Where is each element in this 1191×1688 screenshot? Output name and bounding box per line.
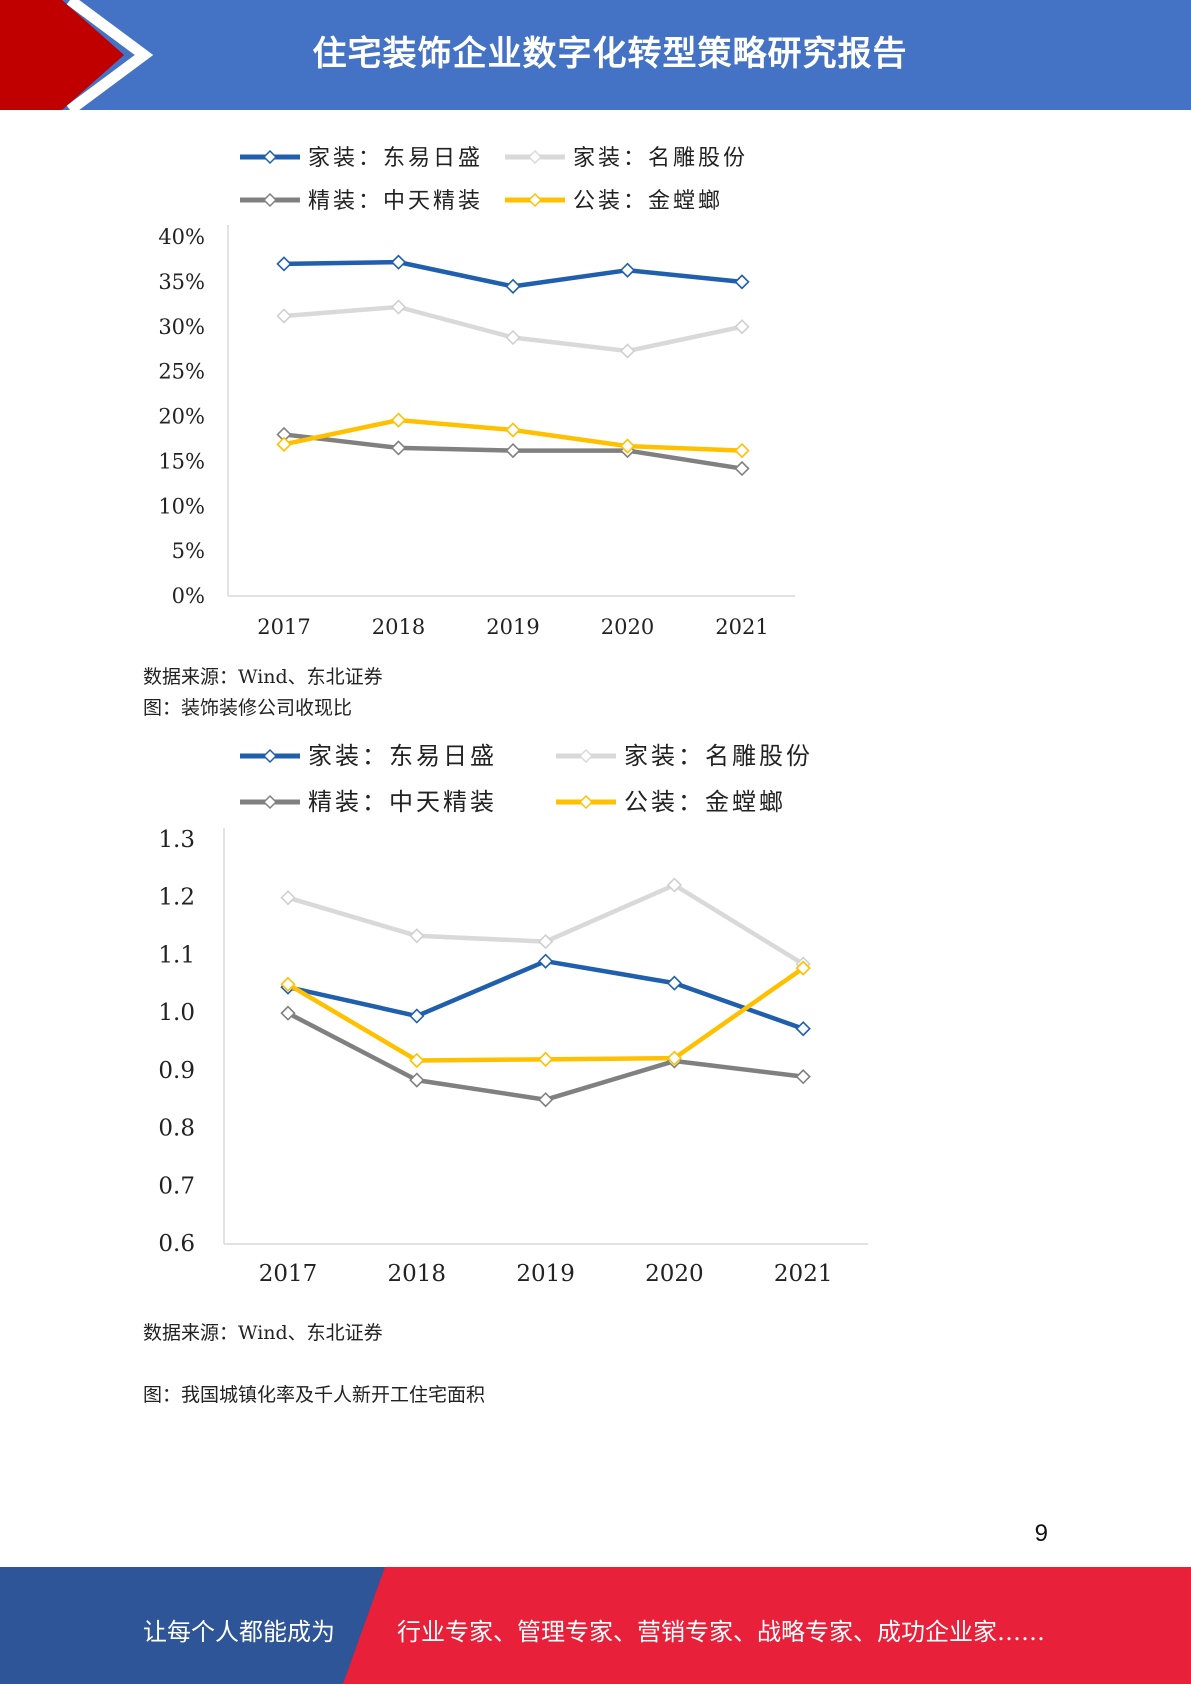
data-point [276,436,292,452]
data-point [280,890,296,906]
y-tick-label: 25% [158,360,205,384]
footer-slogan-right: 行业专家、管理专家、营销专家、战略专家、成功企业家…… [397,1618,1045,1646]
legend-marker [578,748,594,764]
x-tick-label: 2017 [257,615,310,639]
footer-banner [0,1567,1191,1684]
x-tick-label: 2018 [372,615,425,639]
data-point [505,329,521,346]
source-note-2: 数据来源：Wind、东北证券 [143,1322,383,1344]
data-point [276,308,292,324]
legend-label: 公装：金螳螂 [624,788,786,816]
x-tick-label: 2021 [715,615,768,639]
figure-3-title: 图：我国城镇化率及千人新开工住宅面积 [143,1384,486,1406]
x-tick-label: 2021 [774,1261,833,1287]
y-tick-label: 0% [172,584,205,608]
chart-1: 0% 5% 10% 15% 20% 25% 30% 35% 40% 2017 2018 2019 202… [158,146,795,639]
y-tick-label: 1.0 [158,1000,195,1026]
legend-label: 家装：东易日盛 [308,742,497,770]
data-point [666,1050,683,1066]
series-line [286,966,805,1063]
x-tick-label: 2017 [259,1261,318,1287]
data-point [390,412,407,428]
x-tick-label: 2020 [645,1261,704,1287]
y-tick-label: 0.7 [158,1173,195,1199]
x-tick-label: 2020 [601,615,654,639]
y-tick-label: 20% [158,405,205,429]
data-point [505,442,521,459]
data-point [505,278,521,294]
legend-label: 精装：中天精装 [308,189,483,214]
legend-marker [527,192,543,208]
y-tick-label: 0.9 [158,1058,195,1084]
data-point [390,440,407,456]
legend-marker [262,192,278,208]
data-point [734,460,750,477]
y-tick-label: 40% [158,225,205,249]
page-number: 9 [1034,1520,1048,1547]
y-tick-label: 0.8 [158,1116,195,1142]
data-point [734,319,750,335]
data-point [537,1092,554,1108]
legend-marker [262,794,278,810]
legend-marker [578,794,594,810]
data-point [390,254,407,270]
legend-marker [262,748,278,764]
report-title: 住宅装饰企业数字化转型策略研究报告 [312,34,908,74]
data-point [276,256,292,272]
data-point [390,299,407,315]
y-tick-label: 5% [172,539,205,563]
y-tick-label: 30% [158,315,205,339]
data-point [280,1005,296,1021]
footer-slogan-left: 让每个人都能成为 [143,1618,335,1646]
legend-label: 公装：金螳螂 [573,189,723,214]
data-point [619,343,636,359]
data-point [280,976,296,992]
data-point [734,274,750,290]
data-point [409,1052,425,1069]
y-tick-label: 1.2 [158,885,195,911]
source-note-1: 数据来源：Wind、东北证券 [143,666,383,688]
series-line [287,958,804,1031]
data-point [505,422,521,438]
legend-label: 家装：名雕股份 [624,742,813,770]
header-banner: 住宅装饰企业数字化转型策略研究报告 [0,0,1191,115]
legend-marker [527,149,543,165]
data-point [409,1072,425,1088]
data-point [409,928,425,944]
x-tick-label: 2019 [486,615,539,639]
data-point [795,960,811,976]
y-tick-label: 35% [158,270,205,294]
y-tick-label: 15% [158,449,205,473]
x-tick-label: 2018 [388,1261,447,1287]
legend-label: 家装：名雕股份 [573,146,748,171]
y-tick-label: 1.3 [158,827,195,853]
data-point [409,1008,425,1024]
data-point [619,438,636,454]
x-tick-label: 2019 [516,1261,575,1287]
data-point [795,1021,811,1037]
data-point [734,442,750,459]
data-point [795,1068,811,1085]
y-tick-label: 0.6 [158,1231,195,1257]
data-point [537,1051,554,1067]
footer-background [0,1567,1191,1684]
header-background [0,0,1191,115]
data-point [666,877,683,893]
y-tick-label: 1.1 [158,942,195,968]
legend-marker [262,149,278,165]
data-point [537,953,554,969]
series-line [287,882,805,967]
y-tick-label: 10% [158,494,205,518]
figure-2-title: 图：装饰装修公司收现比 [143,697,353,719]
legend-label: 家装：东易日盛 [308,146,483,171]
data-point [666,975,683,991]
data-point [537,933,554,950]
data-point [619,262,636,278]
legend-label: 精装：中天精装 [308,788,497,816]
chart-2: 0.6 0.7 0.8 0.9 1.0 1.1 1.2 1.3 2017 2018 2019 2020… [158,742,868,1287]
